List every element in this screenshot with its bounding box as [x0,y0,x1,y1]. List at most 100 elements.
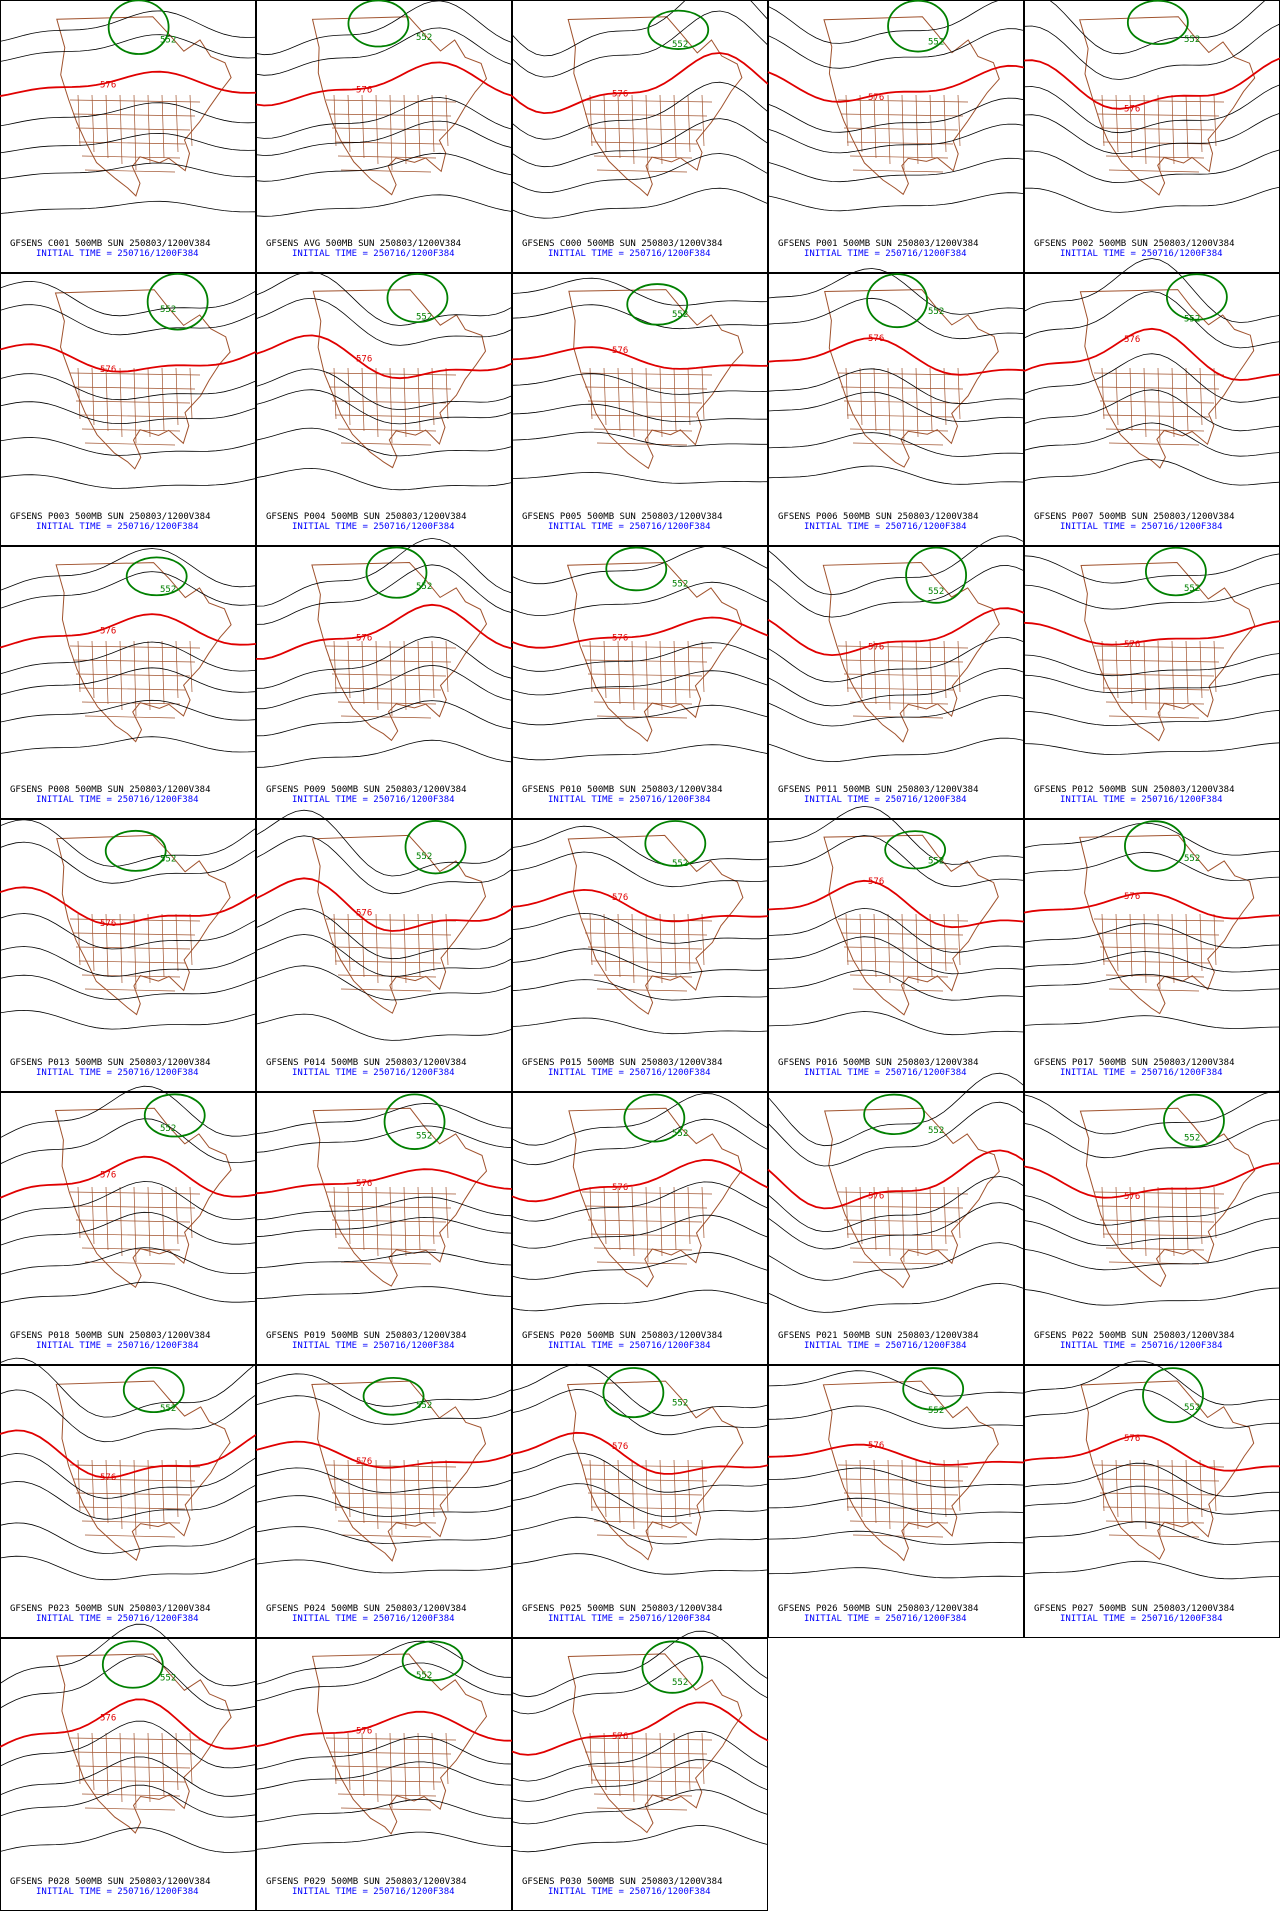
height-contour [0,1784,257,1818]
coastline [56,834,231,1016]
state-border [590,1506,698,1510]
height-contour [255,603,513,660]
height-contour [255,636,513,689]
contour-label: 552 [928,307,944,317]
state-border [929,94,933,159]
panel-frame [512,1092,768,1365]
state-border [887,367,891,438]
state-border [687,640,691,699]
state-border [687,1732,691,1791]
state-border [596,1261,688,1265]
height-contour [0,1720,257,1769]
height-contour [511,1017,769,1035]
height-contour [767,0,1025,44]
initial-time: INITIAL TIME = 250716/1200F384 [292,249,455,259]
panel-frame [768,273,1024,546]
state-border [325,645,457,649]
closed-low [122,1366,185,1414]
state-border [328,1478,452,1482]
initial-time: INITIAL TIME = 250716/1200F384 [548,249,711,259]
closed-low [602,1367,665,1419]
height-contour [767,1467,1025,1488]
height-contour [1023,673,1280,694]
state-border [78,1779,186,1783]
contour-label: 552 [416,1131,432,1141]
state-border [873,640,877,705]
state-border [1099,127,1215,131]
panel-title: GFSENS P021 500MB SUN 250803/1200V384 [778,1331,978,1341]
height-contour [255,0,513,56]
state-border [328,932,452,936]
contour-label: 576 [1124,640,1140,650]
coastline [311,834,487,1014]
state-border [873,913,877,978]
state-border [840,386,964,390]
contour-label: 552 [416,312,432,322]
height-contour [255,700,513,737]
initial-time: INITIAL TIME = 250716/1200F384 [548,1068,711,1078]
state-border [659,1459,663,1530]
state-border [445,640,449,693]
state-border [189,1459,193,1512]
state-border [105,640,109,705]
state-border [333,367,337,420]
state-border [1213,913,1217,966]
coastline [54,1107,232,1289]
initial-time: INITIAL TIME = 250716/1200F384 [548,1614,711,1624]
height-contour [511,1789,769,1825]
closed-low [902,1367,965,1411]
state-border [673,367,677,432]
state-border [1099,946,1215,950]
height-contour [767,1497,1025,1515]
state-border [1185,913,1189,978]
state-border [72,659,196,663]
closed-low [626,283,689,326]
contour-label: 576 [868,877,884,887]
height-contour [767,1370,1025,1397]
map-panel: 552 576 GFSENS P013 500MB SUN 250803/1200V… [0,819,257,1092]
coastline [567,834,744,1015]
panel-title: GFSENS P015 500MB SUN 250803/1200V384 [522,1058,722,1068]
state-border [837,1191,969,1195]
initial-time: INITIAL TIME = 250716/1200F384 [36,522,199,532]
state-border [91,94,95,153]
state-border [1108,988,1200,992]
height-contour [1023,1192,1280,1226]
state-border [901,367,905,444]
panel-title: GFSENS P017 500MB SUN 250803/1200V384 [1034,1058,1234,1068]
state-border [431,94,435,153]
closed-low [641,1640,704,1694]
height-contour [511,346,769,370]
coastline [56,16,232,197]
state-border [375,1186,379,1257]
coastline [56,1653,232,1834]
state-border [78,141,186,145]
height-contour [0,102,257,127]
state-border [852,1261,944,1265]
state-border [1115,367,1119,426]
state-border [361,94,365,159]
state-border [687,1459,691,1518]
state-border [331,1765,447,1769]
coastline [823,834,999,1016]
state-border [901,640,905,717]
panel-title: GFSENS P005 500MB SUN 250803/1200V384 [522,512,722,522]
state-border [417,640,421,705]
contour-label: 576 [356,355,372,365]
height-contour [1023,327,1280,381]
closed-low [644,820,707,867]
state-border [587,400,703,404]
state-border [105,1186,109,1251]
map-panel: 552 576 GFSENS P015 500MB SUN 250803/1200V… [511,819,769,1092]
map-panel: 552 576 GFSENS P030 500MB SUN 250803/1200V… [511,1630,769,1911]
height-contour [255,1640,513,1685]
contour-label: 552 [416,33,432,43]
state-border [617,94,621,159]
state-border [1096,659,1220,663]
initial-time: INITIAL TIME = 250716/1200F384 [804,249,967,259]
height-contour [511,642,769,672]
state-border [175,1459,179,1518]
height-contour [511,1655,769,1715]
height-contour [255,334,513,380]
height-contour [0,401,257,425]
